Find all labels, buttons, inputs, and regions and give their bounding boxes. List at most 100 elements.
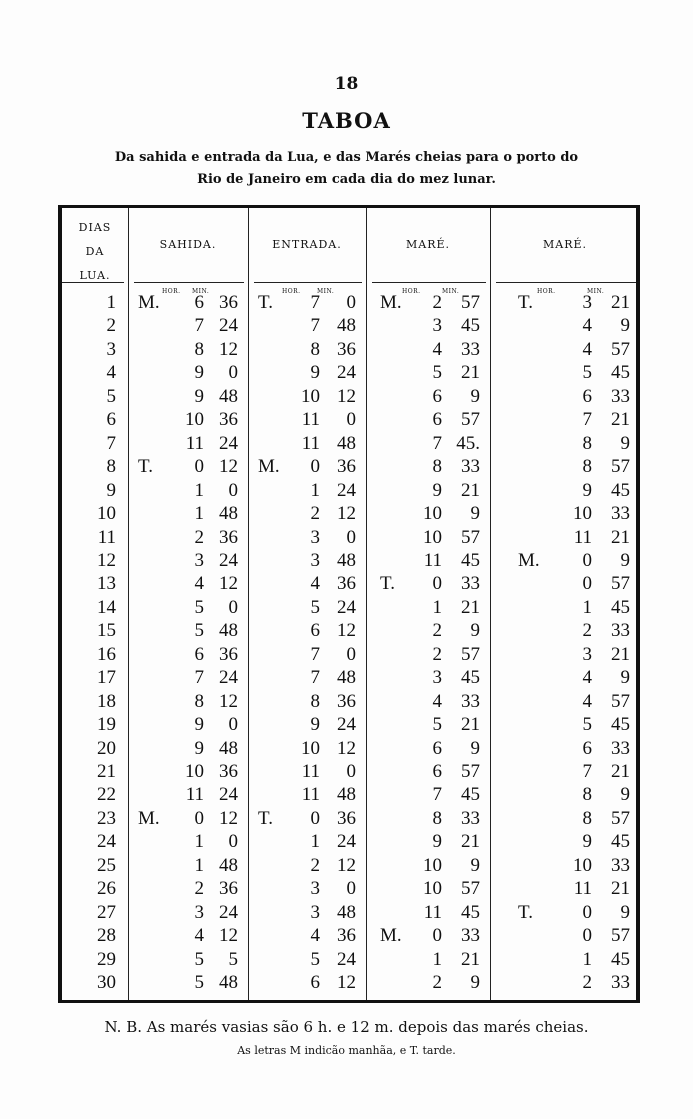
cell-entrada-min: 0	[346, 878, 357, 900]
cell-sahida-hour: 3	[194, 901, 205, 923]
cell-entrada-hour: 9	[310, 362, 321, 384]
header-rule	[496, 282, 636, 283]
table-row: 11 2 36 3 0 10 57 11 21	[62, 527, 640, 550]
cell-mare1-min: 21	[461, 714, 480, 736]
cell-mare2-min: 21	[611, 643, 630, 665]
header-rule	[254, 282, 362, 283]
cell-mare2-min: 57	[611, 573, 630, 595]
cell-mare1-min: 45.	[456, 432, 480, 454]
cell-mare2-hour: 7	[582, 409, 593, 431]
cell-day: 18	[97, 690, 116, 712]
cell-entrada-min: 0	[346, 761, 357, 782]
cell-mare1-hour: 6	[432, 737, 443, 759]
cell-mare1-hour: 2	[432, 620, 443, 642]
cell-sahida-hour: 1	[194, 854, 205, 876]
cell-mare2-min: 45	[611, 831, 630, 853]
cell-mare2-hour: 8	[582, 432, 593, 454]
cell-sahida-hour: 3	[194, 549, 205, 571]
cell-day: 13	[97, 573, 116, 595]
table-row: 17 7 24 7 48 3 45 4 9	[62, 667, 640, 690]
cell-entrada-min: 0	[346, 292, 357, 313]
cell-mare2-min: 45	[611, 714, 630, 736]
cell-mare1-min: 57	[461, 526, 480, 548]
cell-sahida-hour: 5	[194, 972, 205, 994]
cell-entrada-min: 0	[346, 409, 357, 431]
cell-mare1-hour: 5	[432, 714, 443, 736]
cell-mare1-min: 21	[461, 596, 480, 618]
cell-mare1-min: 9	[470, 385, 481, 407]
cell-mare1-min: 45	[461, 784, 480, 806]
cell-mare2-hour: 0	[582, 573, 593, 595]
table-row: 28 4 12 4 36 M. 0 33 0 57	[62, 925, 640, 948]
cell-sahida-hour: 2	[194, 526, 205, 548]
cell-mare2-hour: 5	[582, 714, 593, 736]
cell-entrada-prefix: T.	[258, 292, 273, 313]
cell-sahida-min: 36	[219, 878, 238, 900]
cell-mare2-hour: 7	[582, 761, 593, 782]
table-row: 10 1 48 2 12 10 9 10 33	[62, 503, 640, 526]
cell-mare2-hour: 4	[582, 667, 593, 689]
cell-mare1-min: 33	[461, 690, 480, 712]
cell-mare2-min: 45	[611, 596, 630, 618]
cell-entrada-min: 48	[337, 432, 356, 454]
cell-mare1-min: 33	[461, 573, 480, 595]
cell-mare1-prefix: M.	[380, 925, 402, 947]
cell-sahida-hour: 6	[194, 643, 205, 665]
column-divider	[128, 208, 129, 1000]
cell-day: 14	[97, 596, 116, 618]
table-row: 3 8 12 8 36 4 33 4 57	[62, 339, 640, 362]
cell-day: 1	[106, 292, 117, 313]
cell-entrada-min: 12	[337, 854, 356, 876]
cell-mare2-min: 57	[611, 456, 630, 478]
cell-mare2-hour: 0	[582, 549, 593, 571]
cell-mare2-hour: 1	[582, 596, 593, 618]
cell-day: 4	[106, 362, 117, 384]
cell-sahida-hour: 5	[194, 620, 205, 642]
cell-entrada-hour: 10	[301, 385, 320, 407]
cell-day: 17	[97, 667, 116, 689]
cell-entrada-min: 36	[337, 807, 356, 829]
cell-entrada-hour: 8	[310, 690, 321, 712]
cell-mare1-hour: 10	[423, 878, 442, 900]
cell-mare1-hour: 6	[432, 385, 443, 407]
cell-mare1-hour: 8	[432, 456, 443, 478]
cell-mare1-min: 57	[461, 643, 480, 665]
cell-sahida-hour: 1	[194, 831, 205, 853]
cell-entrada-hour: 2	[310, 503, 321, 525]
cell-day: 23	[97, 807, 116, 829]
cell-entrada-min: 36	[337, 573, 356, 595]
cell-mare2-min: 9	[620, 667, 631, 689]
header-mare-1: MARÉ.	[405, 238, 450, 251]
cell-sahida-min: 24	[219, 315, 238, 337]
cell-mare1-min: 9	[470, 503, 481, 525]
cell-sahida-min: 0	[228, 479, 239, 501]
cell-entrada-min: 36	[337, 456, 356, 478]
cell-sahida-min: 12	[219, 338, 238, 360]
header-sahida: SAHIDA.	[159, 238, 217, 251]
cell-sahida-hour: 6	[194, 292, 205, 313]
cell-sahida-hour: 4	[194, 925, 205, 947]
cell-entrada-min: 48	[337, 901, 356, 923]
cell-sahida-hour: 7	[194, 315, 205, 337]
cell-sahida-hour: 5	[194, 948, 205, 970]
cell-mare2-min: 33	[611, 385, 630, 407]
cell-day: 20	[97, 737, 116, 759]
cell-sahida-min: 48	[219, 620, 238, 642]
cell-mare2-min: 45	[611, 362, 630, 384]
table-row: 13 4 12 4 36 T. 0 33 0 57	[62, 573, 640, 596]
cell-entrada-hour: 11	[301, 409, 320, 431]
header-rule	[62, 282, 124, 283]
cell-entrada-min: 48	[337, 784, 356, 806]
cell-mare1-min: 9	[470, 620, 481, 642]
cell-mare1-min: 9	[470, 972, 481, 994]
cell-sahida-hour: 0	[194, 807, 205, 829]
cell-day: 28	[97, 925, 116, 947]
cell-mare2-hour: 4	[582, 690, 593, 712]
cell-mare1-min: 57	[461, 409, 480, 431]
cell-mare2-min: 9	[620, 901, 631, 923]
cell-mare2-min: 33	[611, 620, 630, 642]
cell-sahida-min: 36	[219, 761, 238, 782]
cell-mare2-prefix: T.	[518, 901, 533, 923]
table-row: 27 3 24 3 48 11 45 T. 0 9	[62, 902, 640, 925]
